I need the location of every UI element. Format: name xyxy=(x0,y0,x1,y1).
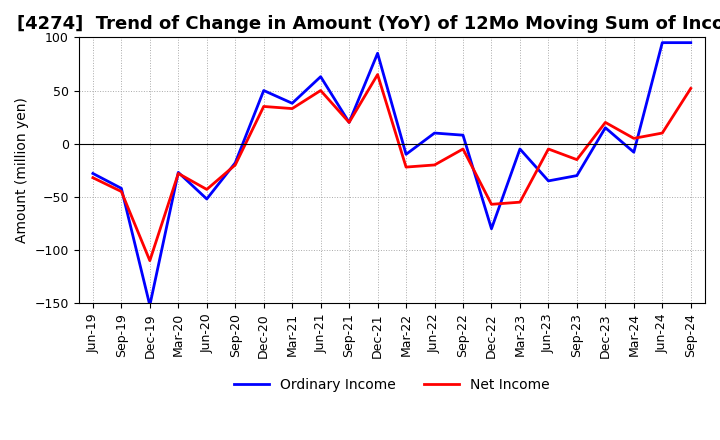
Ordinary Income xyxy=(629,150,638,155)
Net Income xyxy=(373,72,382,77)
Net Income xyxy=(658,130,667,136)
Ordinary Income xyxy=(145,303,154,308)
Net Income xyxy=(259,104,268,109)
Y-axis label: Amount (million yen): Amount (million yen) xyxy=(15,97,29,243)
Line: Ordinary Income: Ordinary Income xyxy=(93,43,690,305)
Net Income xyxy=(629,136,638,141)
Ordinary Income xyxy=(686,40,695,45)
Net Income xyxy=(174,171,183,176)
Net Income xyxy=(402,165,410,170)
Ordinary Income xyxy=(572,173,581,178)
Ordinary Income xyxy=(174,170,183,175)
Net Income xyxy=(431,162,439,168)
Ordinary Income xyxy=(259,88,268,93)
Legend: Ordinary Income, Net Income: Ordinary Income, Net Income xyxy=(229,372,555,397)
Ordinary Income xyxy=(345,120,354,125)
Net Income xyxy=(316,88,325,93)
Ordinary Income xyxy=(658,40,667,45)
Ordinary Income xyxy=(544,178,553,183)
Net Income xyxy=(231,162,240,168)
Ordinary Income xyxy=(231,160,240,165)
Net Income xyxy=(145,258,154,263)
Line: Net Income: Net Income xyxy=(93,74,690,260)
Ordinary Income xyxy=(316,74,325,79)
Ordinary Income xyxy=(487,226,496,231)
Net Income xyxy=(117,189,126,194)
Title: [4274]  Trend of Change in Amount (YoY) of 12Mo Moving Sum of Incomes: [4274] Trend of Change in Amount (YoY) o… xyxy=(17,15,720,33)
Net Income xyxy=(487,202,496,207)
Net Income xyxy=(601,120,610,125)
Ordinary Income xyxy=(373,51,382,56)
Ordinary Income xyxy=(601,125,610,130)
Ordinary Income xyxy=(459,132,467,138)
Ordinary Income xyxy=(431,130,439,136)
Ordinary Income xyxy=(402,152,410,157)
Ordinary Income xyxy=(202,196,211,202)
Net Income xyxy=(686,86,695,91)
Net Income xyxy=(202,187,211,192)
Net Income xyxy=(345,120,354,125)
Net Income xyxy=(516,199,524,205)
Ordinary Income xyxy=(288,101,297,106)
Ordinary Income xyxy=(89,171,97,176)
Net Income xyxy=(288,106,297,111)
Ordinary Income xyxy=(117,186,126,191)
Net Income xyxy=(544,147,553,152)
Ordinary Income xyxy=(516,147,524,152)
Net Income xyxy=(459,147,467,152)
Net Income xyxy=(89,175,97,180)
Net Income xyxy=(572,157,581,162)
